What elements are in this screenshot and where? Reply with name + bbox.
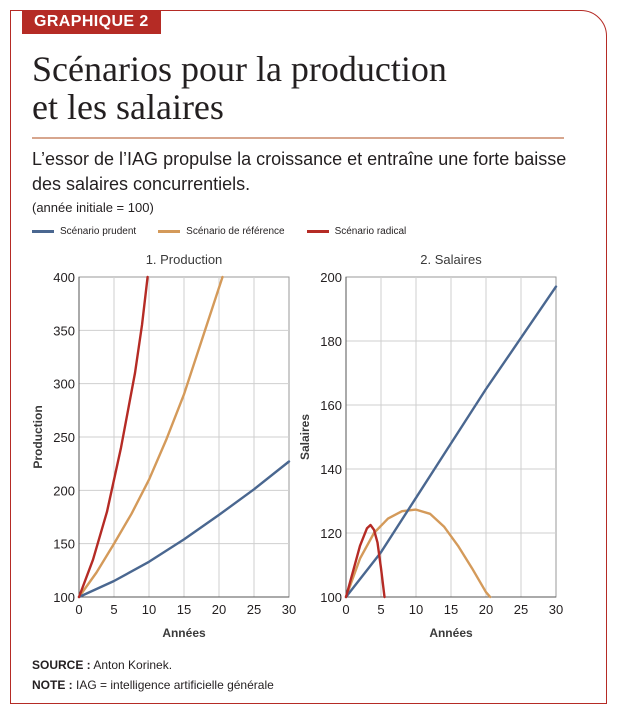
note-text: IAG = intelligence artificielle générale <box>76 678 274 692</box>
panel1-title: 1. Production <box>146 252 223 267</box>
chart-card <box>10 10 607 704</box>
panel2-xtick-label: 25 <box>514 602 528 617</box>
panel2-title: 2. Salaires <box>420 252 482 267</box>
panel2-xtick-label: 15 <box>444 602 458 617</box>
legend-item-reference: Scénario de référence <box>158 226 285 237</box>
panel2-ylabel: Salaires <box>298 414 312 460</box>
panel2-series-line <box>344 285 558 599</box>
panel1-ytick-label: 400 <box>53 270 75 285</box>
figure-tag: GRAPHIQUE 2 <box>22 10 161 34</box>
panel1-xtick-label: 25 <box>247 602 261 617</box>
panel2-ytick-label: 160 <box>320 398 342 413</box>
figure-subtitle: L’essor de l’IAG propulse la croissance … <box>32 149 567 194</box>
panel1-ytick-label: 350 <box>53 323 75 338</box>
legend-swatch-radical <box>306 230 329 233</box>
panel1-ytick-label: 250 <box>53 430 75 445</box>
source-label: SOURCE : <box>32 658 91 672</box>
panel1-series-line <box>77 275 224 599</box>
panel1-series-line <box>77 275 149 599</box>
title-line-2: et les salaires <box>32 87 224 127</box>
panel1-xlabel: Années <box>162 626 206 640</box>
panel2-xtick-label: 5 <box>377 602 384 617</box>
panel1-xtick-label: 0 <box>75 602 82 617</box>
panel1-ytick-label: 150 <box>53 537 75 552</box>
source-block: SOURCE : Anton Korinek. NOTE : IAG = int… <box>32 655 274 695</box>
panel1-ytick-label: 300 <box>53 377 75 392</box>
source-text: Anton Korinek. <box>93 658 173 672</box>
panel2-series-line <box>344 508 492 599</box>
panel1-xtick-label: 20 <box>212 602 226 617</box>
legend-label-radical: Scénario radical <box>334 226 407 237</box>
legend-label-prudent: Scénario prudent <box>60 226 137 237</box>
legend-swatch-reference <box>158 230 181 233</box>
legend-swatch-prudent <box>32 230 54 233</box>
panel1-ytick-label: 100 <box>53 590 75 605</box>
note-line: NOTE : IAG = intelligence artificielle g… <box>32 675 274 695</box>
panel2-series-line <box>344 523 386 599</box>
note-label: NOTE : <box>32 678 73 692</box>
panel2-ytick-label: 120 <box>320 526 342 541</box>
legend: Scénario prudent Scénario de référence S… <box>32 226 428 237</box>
panel2-ytick-label: 200 <box>320 270 342 285</box>
panel1-xtick-label: 10 <box>142 602 156 617</box>
source-line: SOURCE : Anton Korinek. <box>32 655 274 675</box>
panel2-ytick-label: 100 <box>320 590 342 605</box>
panel1-xtick-label: 30 <box>282 602 296 617</box>
legend-item-prudent: Scénario prudent <box>32 226 136 237</box>
panel2-ytick-label: 180 <box>320 334 342 349</box>
panel2-xtick-label: 0 <box>342 602 349 617</box>
legend-label-reference: Scénario de référence <box>186 226 285 237</box>
panel1-xtick-label: 15 <box>177 602 191 617</box>
panel1-xtick-label: 5 <box>110 602 117 617</box>
panel2-xtick-label: 10 <box>409 602 423 617</box>
title-line-1: Scénarios pour la production <box>32 49 447 89</box>
panel1-ytick-label: 200 <box>53 483 75 498</box>
title-divider <box>32 137 564 139</box>
legend-item-radical: Scénario radical <box>306 226 407 237</box>
panel2-xtick-label: 20 <box>479 602 493 617</box>
panel2-xlabel: Années <box>429 626 473 640</box>
base-note: (année initiale = 100) <box>32 200 154 215</box>
panel2-xtick-label: 30 <box>549 602 563 617</box>
panel2-ytick-label: 140 <box>320 462 342 477</box>
panel1-ylabel: Production <box>31 405 45 468</box>
figure-title: Scénarios pour la production et les sala… <box>32 50 572 126</box>
panel1-series-line <box>77 460 291 599</box>
